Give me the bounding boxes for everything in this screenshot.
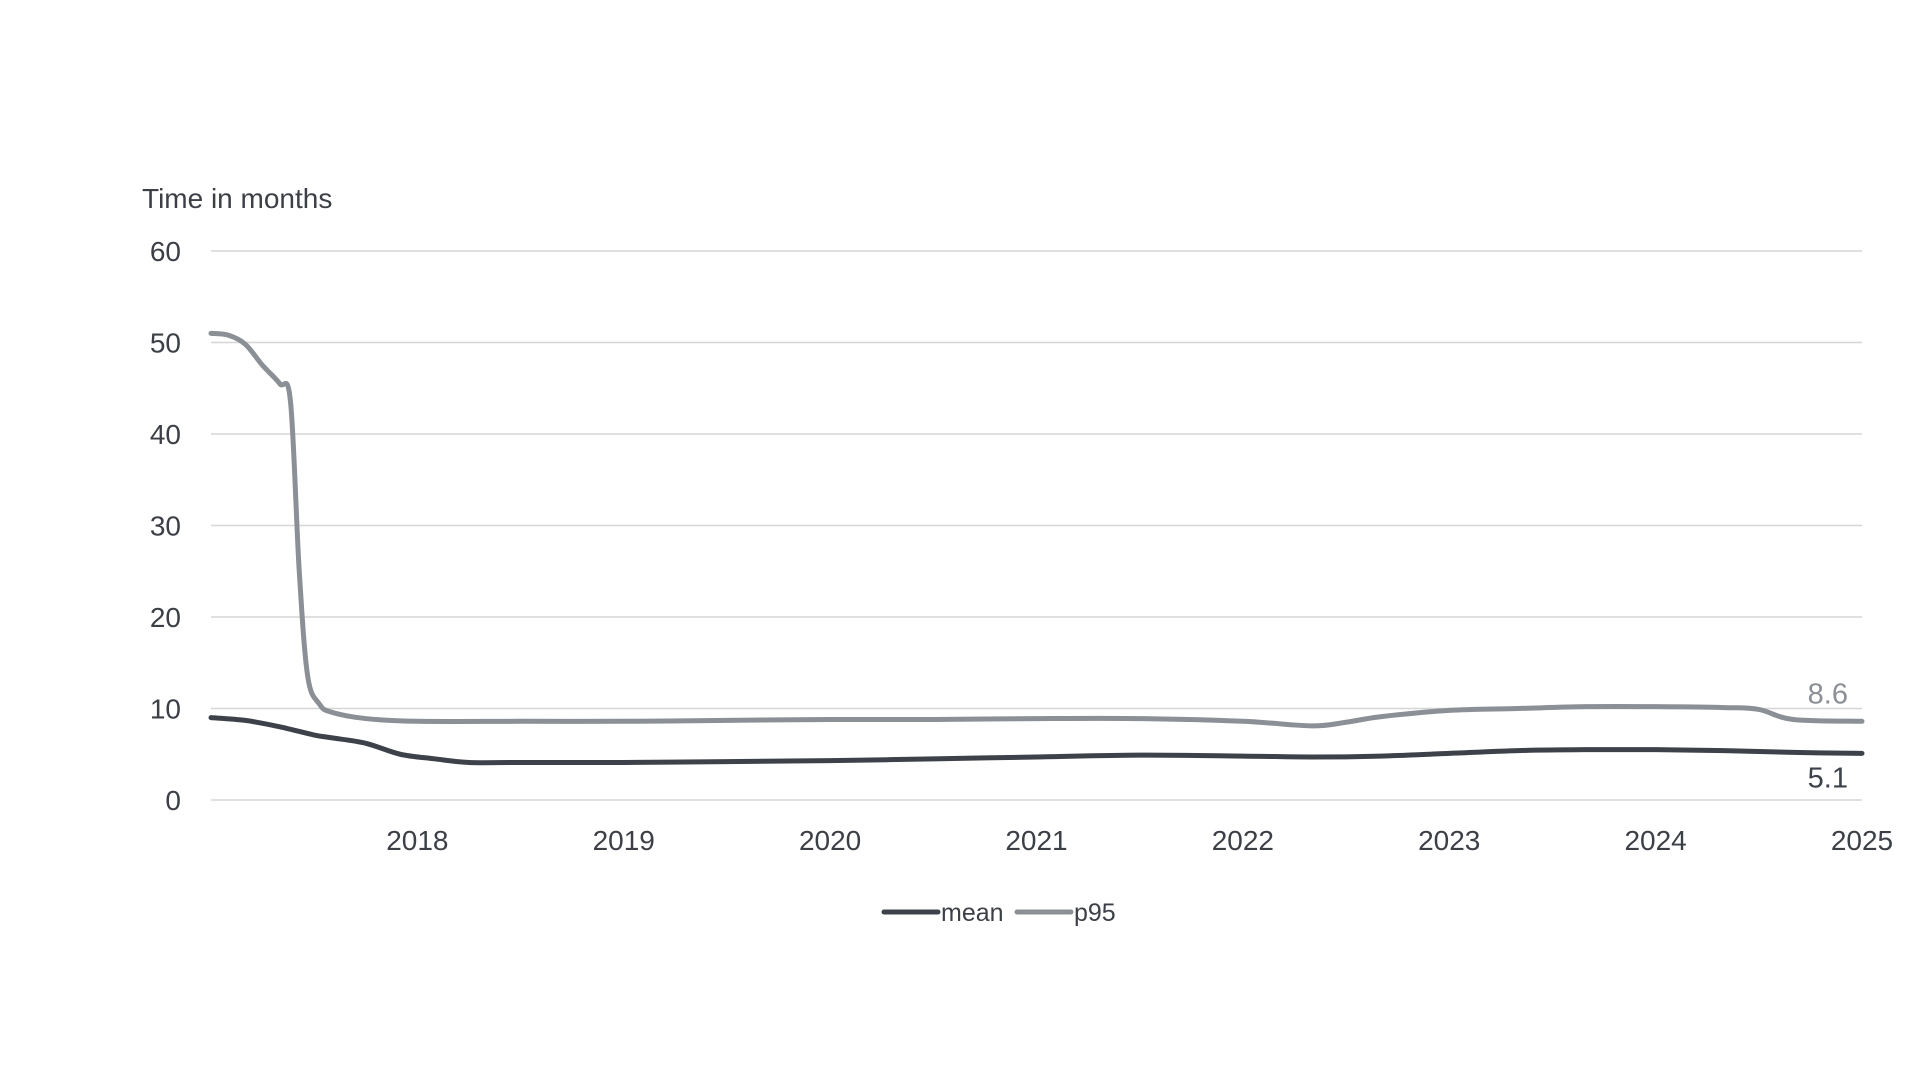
y-tick-label: 10 <box>150 694 181 725</box>
series-line-p95 <box>211 333 1862 726</box>
x-tick-label: 2018 <box>386 825 448 856</box>
y-tick-label: 0 <box>165 785 181 816</box>
x-tick-label: 2024 <box>1624 825 1686 856</box>
y-axis-label: Time in months <box>142 183 332 214</box>
legend-label-mean: mean <box>941 899 1004 927</box>
end-label-mean: 5.1 <box>1808 762 1848 794</box>
y-tick-label: 60 <box>150 236 181 267</box>
series-line-mean <box>211 718 1862 763</box>
y-tick-label: 50 <box>150 328 181 359</box>
x-tick-label: 2021 <box>1005 825 1067 856</box>
series-lines <box>211 333 1862 762</box>
y-tick-label: 40 <box>150 419 181 450</box>
legend-label-p95: p95 <box>1074 899 1116 927</box>
x-axis-ticks: 2018 2019 2020 2021 2022 2023 2024 2025 <box>386 825 1893 856</box>
end-labels: 5.1 8.6 <box>1808 678 1848 794</box>
y-tick-label: 20 <box>150 602 181 633</box>
x-tick-label: 2025 <box>1831 825 1893 856</box>
y-axis-ticks: 0 10 20 30 40 50 60 <box>150 236 181 816</box>
end-label-p95: 8.6 <box>1808 678 1848 710</box>
x-tick-label: 2022 <box>1212 825 1274 856</box>
legend: mean p95 <box>884 899 1116 927</box>
x-tick-label: 2020 <box>799 825 861 856</box>
x-tick-label: 2019 <box>593 825 655 856</box>
x-tick-label: 2023 <box>1418 825 1480 856</box>
y-tick-label: 30 <box>150 511 181 542</box>
